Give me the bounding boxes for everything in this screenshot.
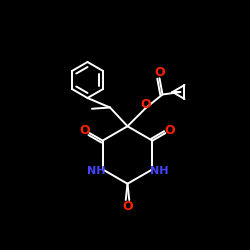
Text: O: O: [80, 124, 90, 137]
Text: O: O: [154, 66, 165, 78]
Text: NH: NH: [86, 166, 105, 175]
Text: O: O: [165, 124, 175, 137]
Text: O: O: [140, 98, 151, 111]
Text: O: O: [122, 200, 133, 213]
Text: NH: NH: [150, 166, 169, 176]
